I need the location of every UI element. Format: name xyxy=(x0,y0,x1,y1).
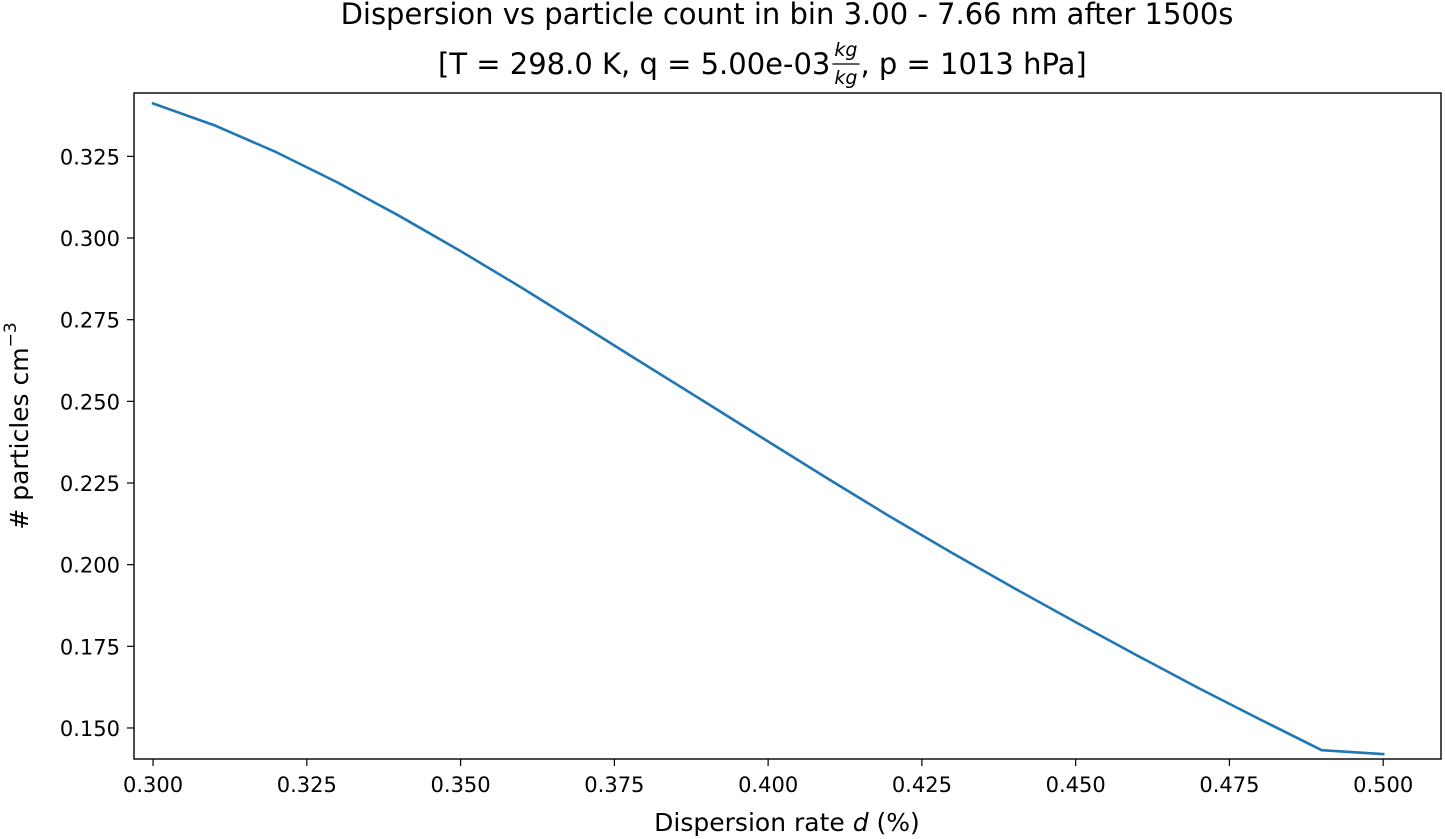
y-tick-label: 0.225 xyxy=(60,472,120,496)
y-axis-label-text: # particles cm xyxy=(5,347,34,529)
subtitle-before: [T = 298.0 K, q = 5.00e-03 xyxy=(438,47,830,81)
chart-subtitle: [T = 298.0 K, q = 5.00e-03 xyxy=(438,47,830,81)
y-tick-label: 0.150 xyxy=(60,717,120,741)
y-tick-label: 0.250 xyxy=(60,390,120,414)
subtitle-after: , p = 1013 hPa] xyxy=(860,47,1086,81)
x-axis-label: Dispersion rate d (%) xyxy=(654,808,920,837)
x-axis-label-unit: (%) xyxy=(869,808,920,837)
y-axis: 0.150 0.175 0.200 0.225 0.250 0.275 0.300 0.325 xyxy=(60,145,134,741)
y-tick-label: 0.200 xyxy=(60,554,120,578)
plot-frame xyxy=(133,92,1442,760)
y-tick-label: 0.325 xyxy=(60,145,120,169)
x-tick-label: 0.350 xyxy=(431,773,491,797)
x-axis-label-variable: d xyxy=(853,808,869,837)
series-line-1 xyxy=(151,101,1385,756)
y-tick-label: 0.300 xyxy=(60,227,120,251)
x-tick-label: 0.400 xyxy=(738,773,798,797)
y-axis-label: # particles cm−3 xyxy=(1,322,34,529)
x-tick-label: 0.375 xyxy=(584,773,644,797)
chart-title: Dispersion vs particle count in bin 3.00… xyxy=(341,0,1234,31)
subtitle-fraction-numerator: kg xyxy=(834,39,857,61)
x-tick-label: 0.325 xyxy=(277,773,337,797)
x-tick-label: 0.450 xyxy=(1046,773,1106,797)
x-axis: 0.300 0.325 0.350 0.375 0.400 0.425 0.450 0.475… xyxy=(123,759,1413,797)
x-tick-label: 0.425 xyxy=(892,773,952,797)
x-tick-label: 0.475 xyxy=(1199,773,1259,797)
x-axis-label-text: Dispersion rate xyxy=(654,808,853,837)
y-axis-label-exponent: −3 xyxy=(1,322,21,347)
y-tick-label: 0.275 xyxy=(60,309,120,333)
y-tick-label: 0.175 xyxy=(60,635,120,659)
subtitle-fraction-denominator: kg xyxy=(834,67,857,89)
plot-area xyxy=(134,93,1441,759)
data-layer xyxy=(151,101,1385,756)
x-tick-label: 0.500 xyxy=(1353,773,1413,797)
x-tick-label: 0.300 xyxy=(123,773,183,797)
